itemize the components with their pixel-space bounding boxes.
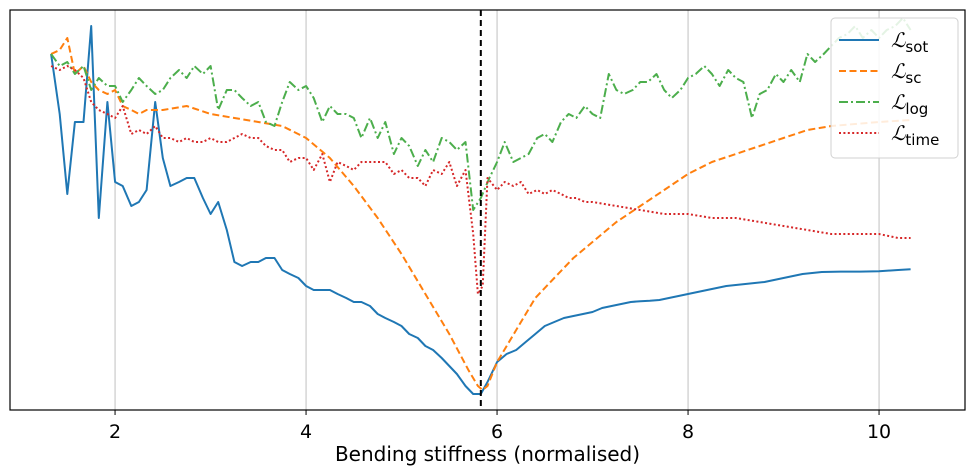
legend-label-sc: ℒsc [891,59,921,87]
plot-frame [9,9,966,411]
legend-subscript: sc [905,69,921,87]
legend-box [830,17,959,159]
legend-symbol: ℒ [891,28,906,52]
legend-symbol: ℒ [891,59,906,83]
legend-label-log: ℒlog [891,90,928,118]
grid-lines [114,10,880,410]
legend-label-sot: ℒsot [891,28,928,56]
series-line-sot [50,25,911,395]
legend-subscript: log [905,100,928,118]
legend-label-time: ℒtime [891,121,939,149]
series-layer [50,17,912,395]
x-axis-label: Bending stiffness (normalised) [335,442,640,466]
legend-symbol: ℒ [891,121,906,145]
legend-symbol: ℒ [891,90,906,114]
series-line-time [50,65,911,295]
x-tick-label-10: 10 [867,421,891,443]
legend-subscript: sot [905,38,928,56]
x-tick-label-4: 4 [300,421,312,443]
series-line-sc [50,37,911,391]
x-tick-label-8: 8 [682,421,694,443]
x-tick-label-2: 2 [109,421,121,443]
legend-subscript: time [905,131,939,149]
x-axis-ticks: 2 4 6 8 10 [109,410,891,443]
x-tick-label-6: 6 [491,421,503,443]
series-line-log [50,17,912,211]
